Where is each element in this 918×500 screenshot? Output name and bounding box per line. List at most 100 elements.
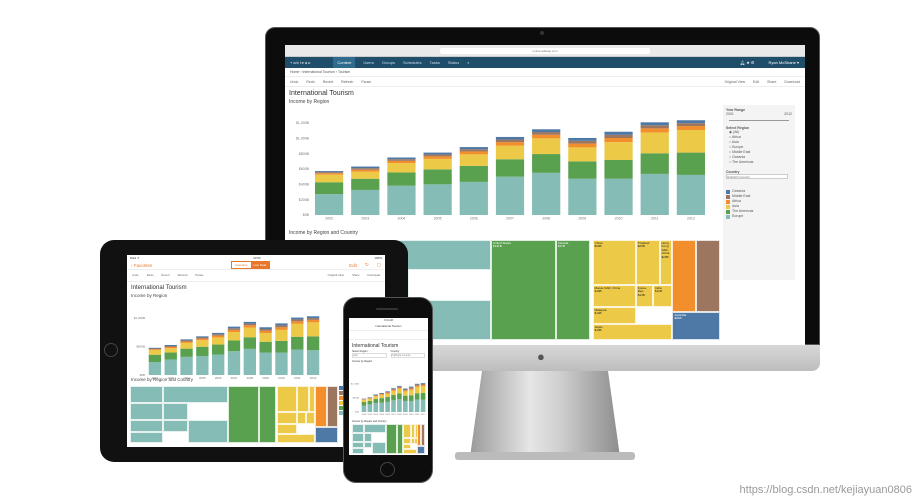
- bar-segment-middle-east[interactable]: [387, 159, 416, 161]
- bar-segment-oceania[interactable]: [314, 171, 344, 173]
- bar-segment-middle-east[interactable]: [604, 134, 633, 139]
- bar-segment-middle-east[interactable]: [391, 389, 396, 390]
- bar-segment-the-americas[interactable]: [180, 348, 193, 357]
- bar-segment-the-americas[interactable]: [306, 336, 320, 351]
- breadcrumb-view[interactable]: Tourism: [337, 70, 351, 74]
- bar-segment-oceania[interactable]: [148, 347, 162, 349]
- bar-segment-oceania[interactable]: [227, 326, 241, 329]
- bar-segment-africa[interactable]: [414, 385, 420, 387]
- treemap-cell[interactable]: Canada $17B: [555, 240, 591, 340]
- treemap-cell[interactable]: [276, 386, 298, 412]
- bar-segment-the-americas[interactable]: [640, 153, 669, 174]
- bar-segment-oceania[interactable]: [676, 120, 706, 124]
- bar-segment-asia[interactable]: [385, 393, 390, 398]
- bar-segment-asia[interactable]: [495, 145, 525, 160]
- bar-segment-europe[interactable]: [387, 185, 416, 215]
- treemap-cell[interactable]: [130, 403, 164, 421]
- treemap-cell[interactable]: [326, 386, 338, 428]
- refresh-button[interactable]: Refresh: [341, 80, 354, 84]
- tableau-logo[interactable]: +ableau: [290, 60, 312, 65]
- bar-segment-middle-east[interactable]: [676, 123, 706, 127]
- bar-segment-asia[interactable]: [391, 390, 396, 396]
- treemap-cell[interactable]: [696, 240, 720, 312]
- nav-tasks[interactable]: Tasks: [429, 60, 440, 65]
- bar-segment-middle-east[interactable]: [568, 140, 597, 144]
- bar-segment-middle-east[interactable]: [275, 325, 288, 328]
- treemap-cell[interactable]: [130, 431, 164, 443]
- bar-segment-europe[interactable]: [361, 405, 367, 412]
- bar-segment-africa[interactable]: [379, 394, 384, 395]
- bar-segment-asia[interactable]: [397, 388, 402, 394]
- bar-segment-europe[interactable]: [314, 194, 344, 215]
- bar-segment-oceania[interactable]: [275, 323, 288, 326]
- treemap-cell[interactable]: Thailand $26B: [635, 240, 660, 285]
- bar-segment-europe[interactable]: [423, 184, 452, 215]
- bar-segment-africa[interactable]: [408, 388, 414, 390]
- treemap-cell[interactable]: [416, 445, 425, 454]
- nav-content[interactable]: Content: [333, 57, 356, 68]
- redo-button[interactable]: Redo: [306, 80, 315, 84]
- bar-segment-europe[interactable]: [676, 174, 706, 215]
- toggle-live-data[interactable]: Live Data: [250, 262, 270, 268]
- bar-segment-oceania[interactable]: [373, 394, 379, 396]
- bar-segment-africa[interactable]: [259, 330, 272, 334]
- bar-segment-africa[interactable]: [423, 156, 452, 159]
- treemap-cell[interactable]: [297, 411, 306, 425]
- treemap-cell[interactable]: [130, 420, 164, 432]
- bar-segment-middle-east[interactable]: [420, 384, 426, 385]
- bar-segment-the-americas[interactable]: [391, 395, 396, 401]
- bar-segment-asia[interactable]: [387, 163, 416, 173]
- bar-segment-oceania[interactable]: [408, 386, 414, 388]
- bar-segment-the-americas[interactable]: [495, 159, 525, 177]
- bar-segment-asia[interactable]: [403, 391, 408, 396]
- treemap-cell[interactable]: [163, 420, 189, 432]
- bar-segment-the-americas[interactable]: [459, 165, 488, 182]
- treemap-cell[interactable]: [403, 444, 411, 450]
- bar-segment-europe[interactable]: [414, 399, 420, 412]
- bar-segment-the-americas[interactable]: [164, 352, 177, 360]
- bar-segment-asia[interactable]: [164, 348, 177, 353]
- bar-segment-oceania[interactable]: [568, 137, 597, 141]
- treemap-cell[interactable]: [397, 424, 404, 454]
- bar-segment-asia[interactable]: [243, 327, 256, 338]
- treemap-cell[interactable]: [352, 424, 364, 433]
- bar-segment-africa[interactable]: [495, 142, 525, 146]
- bar-segment-the-americas[interactable]: [403, 395, 408, 401]
- treemap-cell[interactable]: India $11B: [653, 285, 673, 307]
- bar-segment-africa[interactable]: [373, 395, 379, 397]
- treemap-cell[interactable]: [403, 437, 411, 445]
- revert-button[interactable]: Revert: [322, 80, 334, 84]
- bar-segment-middle-east[interactable]: [385, 391, 390, 393]
- bar-segment-oceania[interactable]: [243, 321, 256, 324]
- bar-segment-the-americas[interactable]: [373, 399, 379, 404]
- share-button[interactable]: Share: [352, 273, 360, 277]
- treemap-cell[interactable]: [258, 386, 276, 443]
- bar-segment-africa[interactable]: [148, 349, 162, 350]
- bar-segment-the-americas[interactable]: [291, 336, 304, 350]
- bar-segment-europe[interactable]: [379, 402, 384, 412]
- bar-segment-europe[interactable]: [306, 350, 320, 375]
- phone-country-input[interactable]: Highlight Country: [390, 353, 425, 358]
- bar-segment-europe[interactable]: [243, 348, 256, 375]
- undo-button[interactable]: Undo: [290, 80, 299, 84]
- bar-segment-asia[interactable]: [532, 138, 561, 155]
- treemap-cell[interactable]: [315, 386, 327, 428]
- nav-status[interactable]: Status: [447, 60, 460, 65]
- treemap-cell[interactable]: [363, 442, 373, 448]
- treemap-cell[interactable]: [386, 424, 398, 454]
- bar-segment-asia[interactable]: [351, 171, 380, 179]
- undo-button[interactable]: Undo: [132, 273, 139, 277]
- treemap-cell[interactable]: [163, 386, 228, 404]
- treemap-cell[interactable]: [410, 424, 415, 438]
- bar-segment-asia[interactable]: [367, 398, 373, 401]
- bar-segment-europe[interactable]: [148, 362, 162, 375]
- bar-segment-oceania[interactable]: [420, 383, 426, 385]
- bar-segment-the-americas[interactable]: [314, 182, 344, 195]
- bar-segment-oceania[interactable]: [212, 332, 225, 335]
- bar-segment-asia[interactable]: [676, 129, 706, 153]
- bar-segment-oceania[interactable]: [459, 147, 488, 150]
- bar-segment-asia[interactable]: [373, 396, 379, 400]
- bar-segment-middle-east[interactable]: [414, 384, 420, 386]
- treemap-cell[interactable]: [297, 386, 309, 412]
- bar-segment-the-americas[interactable]: [604, 159, 633, 179]
